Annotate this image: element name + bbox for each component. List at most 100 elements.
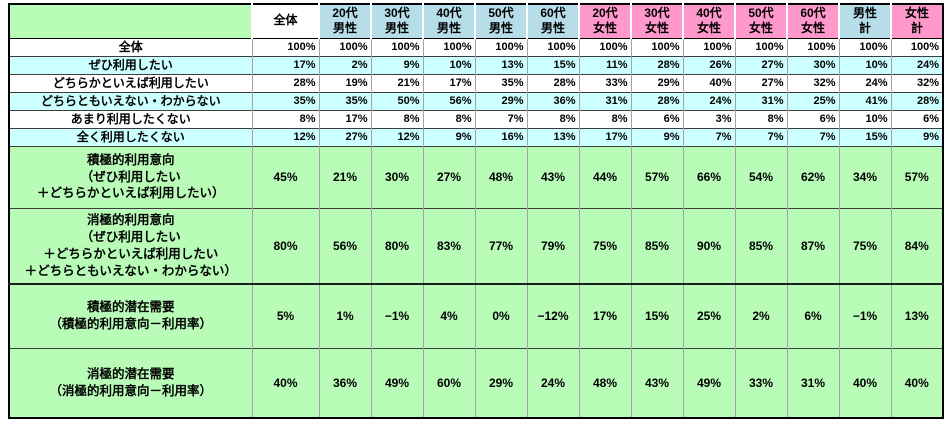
table-row-summary-3: 消極的潜在需要 （消極的利用意向－利用率） 40% 36% 49% 60% 29% 24% 4… <box>8 347 943 418</box>
summary-value-cell: 34% <box>838 145 891 208</box>
summary-value-cell: 80% <box>370 207 423 284</box>
row-label: どちらともいえない・わからない <box>8 91 252 110</box>
summary-row-label: 消極的利用意向 （ぜひ利用したい ＋どちらかといえば利用したい ＋どちらともいえ… <box>8 207 252 284</box>
value-cell: 10% <box>838 55 891 74</box>
value-cell: 17% <box>251 55 319 74</box>
value-cell: 7% <box>682 127 735 146</box>
value-cell: 7% <box>474 109 527 128</box>
summary-value-cell: 40% <box>838 347 891 418</box>
value-cell: 21% <box>370 73 423 92</box>
value-cell: 32% <box>890 73 943 92</box>
value-cell: 27% <box>318 127 371 146</box>
value-cell: 8% <box>578 109 631 128</box>
table-row-breakdown-1: ぜひ利用したい 17% 2% 9% 10% 13% 15% 11% 28% 26% 27% 30% 10… <box>8 55 943 74</box>
summary-value-cell: 36% <box>318 347 371 418</box>
value-cell: 3% <box>682 109 735 128</box>
value-cell: 41% <box>838 91 891 110</box>
value-cell: 6% <box>890 109 943 128</box>
value-cell: 35% <box>318 91 371 110</box>
value-cell: 100% <box>838 37 891 56</box>
row-label: ぜひ利用したい <box>8 55 252 74</box>
value-cell: 100% <box>630 37 683 56</box>
column-header-6: 20代 女性 <box>578 4 631 39</box>
value-cell: 36% <box>526 91 579 110</box>
summary-value-cell: 85% <box>630 207 683 284</box>
column-header-2: 30代 男性 <box>370 4 423 39</box>
value-cell: 24% <box>890 55 943 74</box>
summary-value-cell: 30% <box>370 145 423 208</box>
table-row-summary-1: 消極的利用意向 （ぜひ利用したい ＋どちらかといえば利用したい ＋どちらともいえ… <box>8 207 943 284</box>
table-row-breakdown-0: 全体 100% 100% 100% 100% 100% 100% 100% 100% 100% 10… <box>8 37 943 56</box>
summary-value-cell: 49% <box>370 347 423 418</box>
summary-value-cell: 49% <box>682 347 735 418</box>
summary-value-cell: 45% <box>251 145 319 208</box>
summary-row-label: 積極的利用意向 （ぜひ利用したい ＋どちらかといえば利用したい） <box>8 145 252 208</box>
summary-value-cell: 5% <box>251 283 319 348</box>
summary-value-cell: 77% <box>474 207 527 284</box>
value-cell: 9% <box>630 127 683 146</box>
value-cell: 31% <box>578 91 631 110</box>
table-row-summary-0: 積極的利用意向 （ぜひ利用したい ＋どちらかといえば利用したい） 45% 21% 30… <box>8 145 943 208</box>
value-cell: 100% <box>526 37 579 56</box>
table-row-breakdown-5: 全く利用したくない 12% 27% 12% 9% 16% 13% 17% 9% 7% 7% 7% 15%… <box>8 127 943 146</box>
summary-value-cell: 0% <box>474 283 527 348</box>
summary-row-label: 消極的潜在需要 （消極的利用意向－利用率） <box>8 347 252 418</box>
summary-value-cell: 87% <box>786 207 839 284</box>
value-cell: 10% <box>838 109 891 128</box>
value-cell: 29% <box>474 91 527 110</box>
summary-value-cell: 75% <box>838 207 891 284</box>
value-cell: 9% <box>890 127 943 146</box>
summary-value-cell: 40% <box>251 347 319 418</box>
row-label: 全体 <box>8 37 252 56</box>
summary-value-cell: 83% <box>422 207 475 284</box>
value-cell: 100% <box>251 37 319 56</box>
value-cell: 27% <box>734 73 787 92</box>
header-row: 全体 20代 男性 30代 男性 40代 男性 50代 男性 60代 男性 20代 女性 30… <box>9 4 943 39</box>
value-cell: 8% <box>422 109 475 128</box>
value-cell: 7% <box>786 127 839 146</box>
column-header-3: 40代 男性 <box>422 4 475 39</box>
column-header-9: 50代 女性 <box>734 4 787 39</box>
summary-value-cell: 6% <box>786 283 839 348</box>
value-cell: 19% <box>318 73 371 92</box>
table-row-summary-2: 積極的潜在需要 （積極的利用意向－利用率） 5% 1% −1% 4% 0% −12% 17% 1… <box>8 283 943 348</box>
summary-value-cell: 27% <box>422 145 475 208</box>
summary-value-cell: 13% <box>890 283 943 348</box>
value-cell: 32% <box>786 73 839 92</box>
summary-value-cell: 90% <box>682 207 735 284</box>
value-cell: 9% <box>422 127 475 146</box>
summary-value-cell: 43% <box>630 347 683 418</box>
value-cell: 35% <box>251 91 319 110</box>
value-cell: 24% <box>682 91 735 110</box>
value-cell: 40% <box>682 73 735 92</box>
summary-value-cell: 60% <box>422 347 475 418</box>
summary-value-cell: 24% <box>526 347 579 418</box>
value-cell: 25% <box>786 91 839 110</box>
value-cell: 56% <box>422 91 475 110</box>
column-header-1: 20代 男性 <box>318 4 371 39</box>
value-cell: 27% <box>734 55 787 74</box>
table-body: 全体 100% 100% 100% 100% 100% 100% 100% 100% 100% 10… <box>8 37 943 418</box>
value-cell: 100% <box>422 37 475 56</box>
usage-intention-table: 全体 20代 男性 30代 男性 40代 男性 50代 男性 60代 男性 20代 女性 30… <box>8 3 944 419</box>
value-cell: 35% <box>474 73 527 92</box>
column-header-10: 60代 女性 <box>786 4 839 39</box>
value-cell: 30% <box>786 55 839 74</box>
summary-value-cell: 40% <box>890 347 943 418</box>
value-cell: 6% <box>630 109 683 128</box>
value-cell: 11% <box>578 55 631 74</box>
summary-value-cell: 21% <box>318 145 371 208</box>
summary-row-label: 積極的潜在需要 （積極的利用意向－利用率） <box>8 283 252 348</box>
summary-value-cell: 66% <box>682 145 735 208</box>
summary-value-cell: −1% <box>370 283 423 348</box>
row-label: 全く利用したくない <box>8 127 252 146</box>
value-cell: 13% <box>474 55 527 74</box>
value-cell: 100% <box>474 37 527 56</box>
value-cell: 100% <box>734 37 787 56</box>
value-cell: 15% <box>526 55 579 74</box>
value-cell: 29% <box>630 73 683 92</box>
summary-value-cell: 84% <box>890 207 943 284</box>
column-header-11: 男性 計 <box>838 4 891 39</box>
value-cell: 28% <box>251 73 319 92</box>
table-row-breakdown-2: どちらかといえば利用したい 28% 19% 21% 17% 35% 28% 33% 29% 40%… <box>8 73 943 92</box>
